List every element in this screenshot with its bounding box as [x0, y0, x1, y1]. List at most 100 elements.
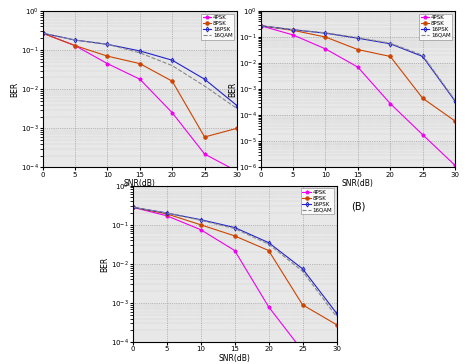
- 4PSK: [234, 169, 240, 173]
- 4PSK: [164, 214, 170, 218]
- 16PSK: [290, 28, 296, 32]
- 16QAM: [164, 211, 170, 215]
- 16QAM: [420, 53, 426, 58]
- Legend: 4PSK, 8PSK, 16PSK, 16QAM: 4PSK, 8PSK, 16PSK, 16QAM: [301, 189, 334, 214]
- Line: 16QAM: 16QAM: [133, 207, 337, 317]
- 8PSK: [355, 47, 361, 52]
- 8PSK: [232, 234, 237, 238]
- Y-axis label: BER: BER: [228, 82, 237, 97]
- 8PSK: [266, 248, 272, 253]
- 4PSK: [387, 102, 393, 106]
- Line: 4PSK: 4PSK: [259, 24, 457, 167]
- 16PSK: [452, 99, 458, 103]
- 16PSK: [334, 311, 339, 315]
- 16PSK: [266, 241, 272, 245]
- 16QAM: [300, 269, 305, 273]
- 16QAM: [452, 98, 458, 102]
- 16PSK: [300, 266, 305, 271]
- 8PSK: [198, 222, 203, 227]
- Y-axis label: BER: BER: [100, 256, 109, 272]
- 16QAM: [290, 28, 296, 32]
- 4PSK: [202, 152, 208, 156]
- 16QAM: [40, 31, 46, 35]
- 8PSK: [130, 205, 136, 209]
- 16PSK: [387, 41, 393, 46]
- 16QAM: [387, 41, 393, 46]
- 4PSK: [72, 43, 78, 48]
- Line: 16PSK: 16PSK: [41, 31, 239, 107]
- 4PSK: [300, 349, 305, 353]
- 4PSK: [355, 65, 361, 69]
- 4PSK: [420, 132, 426, 137]
- 4PSK: [258, 24, 264, 28]
- 16PSK: [234, 103, 240, 108]
- X-axis label: SNR(dB): SNR(dB): [124, 179, 156, 188]
- 16PSK: [40, 31, 46, 35]
- 8PSK: [420, 96, 426, 100]
- 8PSK: [72, 43, 78, 48]
- 16PSK: [164, 211, 170, 215]
- 16PSK: [323, 31, 328, 35]
- 16QAM: [72, 38, 78, 42]
- Y-axis label: BER: BER: [10, 82, 19, 97]
- 16QAM: [105, 42, 110, 47]
- Line: 8PSK: 8PSK: [41, 31, 239, 139]
- 16QAM: [198, 218, 203, 222]
- Title: (A): (A): [133, 201, 147, 211]
- 16PSK: [232, 225, 237, 230]
- 4PSK: [130, 205, 136, 209]
- 8PSK: [323, 35, 328, 39]
- 8PSK: [300, 302, 305, 307]
- 8PSK: [169, 79, 175, 83]
- 4PSK: [290, 33, 296, 37]
- 16QAM: [334, 314, 339, 319]
- 16PSK: [258, 24, 264, 28]
- 16QAM: [130, 205, 136, 209]
- Line: 8PSK: 8PSK: [131, 206, 338, 327]
- 4PSK: [169, 111, 175, 115]
- 16QAM: [323, 31, 328, 35]
- 4PSK: [137, 77, 143, 82]
- 16PSK: [355, 36, 361, 40]
- 8PSK: [137, 62, 143, 66]
- 8PSK: [234, 126, 240, 130]
- 16PSK: [202, 77, 208, 82]
- 8PSK: [258, 24, 264, 28]
- 16QAM: [169, 63, 175, 68]
- 16QAM: [202, 84, 208, 88]
- 8PSK: [105, 54, 110, 58]
- Line: 8PSK: 8PSK: [259, 24, 457, 123]
- Title: (B): (B): [351, 201, 365, 211]
- 16QAM: [232, 226, 237, 231]
- 16QAM: [234, 106, 240, 111]
- 4PSK: [198, 228, 203, 232]
- 8PSK: [452, 119, 458, 123]
- 8PSK: [40, 31, 46, 35]
- 8PSK: [290, 28, 296, 32]
- X-axis label: SNR(dB): SNR(dB): [219, 354, 251, 363]
- Line: 16QAM: 16QAM: [261, 26, 455, 100]
- 16QAM: [137, 51, 143, 55]
- Line: 4PSK: 4PSK: [41, 31, 239, 173]
- Line: 16PSK: 16PSK: [259, 24, 457, 103]
- X-axis label: SNR(dB): SNR(dB): [342, 179, 374, 188]
- Legend: 4PSK, 8PSK, 16PSK, 16QAM: 4PSK, 8PSK, 16PSK, 16QAM: [201, 14, 234, 40]
- 16QAM: [266, 242, 272, 246]
- 16QAM: [258, 24, 264, 28]
- Line: 4PSK: 4PSK: [131, 206, 338, 364]
- 8PSK: [387, 54, 393, 59]
- 8PSK: [164, 212, 170, 216]
- 8PSK: [202, 135, 208, 139]
- 16PSK: [198, 217, 203, 222]
- 16PSK: [137, 49, 143, 53]
- Line: 16PSK: 16PSK: [131, 206, 338, 315]
- Legend: 4PSK, 8PSK, 16PSK, 16QAM: 4PSK, 8PSK, 16PSK, 16QAM: [419, 14, 452, 40]
- 16PSK: [169, 58, 175, 62]
- 16PSK: [105, 42, 110, 47]
- 16PSK: [72, 38, 78, 42]
- 16PSK: [130, 205, 136, 209]
- 4PSK: [323, 47, 328, 51]
- 4PSK: [232, 248, 237, 253]
- 4PSK: [266, 305, 272, 309]
- 16QAM: [355, 35, 361, 40]
